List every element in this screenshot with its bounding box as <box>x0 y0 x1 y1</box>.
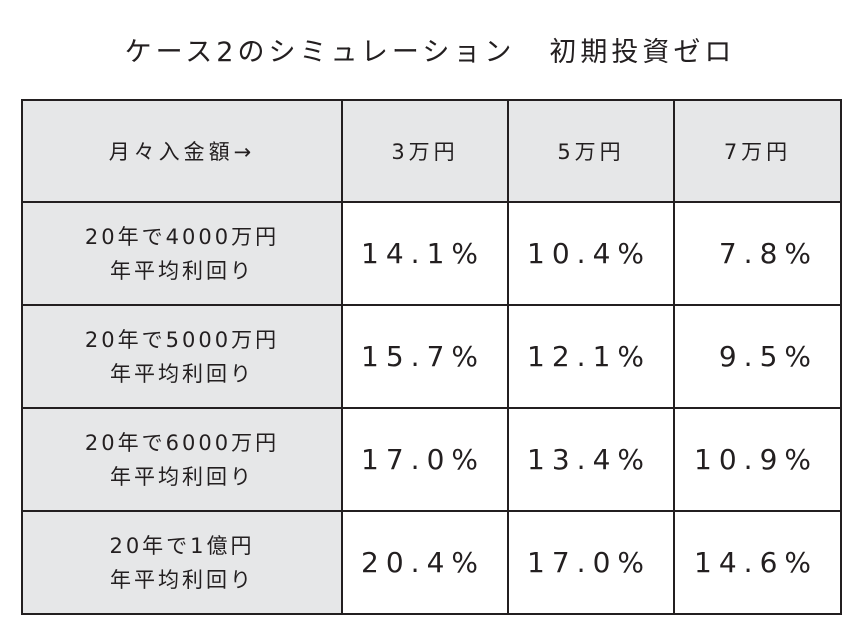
row-label: 20年で5000万円 年平均利回り <box>21 304 343 409</box>
value-cell: 10.9% <box>673 407 842 512</box>
value-cell: 10.4% <box>507 201 675 306</box>
simulation-table: 月々入金額→ 3万円 5万円 7万円 20年で4000万円 年平均利回り 14.… <box>21 99 842 615</box>
column-header-7man: 7万円 <box>673 99 842 203</box>
row-label-metric: 年平均利回り <box>110 361 254 386</box>
value-cell: 15.7% <box>341 304 509 409</box>
row-label-target: 20年で6000万円 <box>84 430 280 455</box>
row-label-metric: 年平均利回り <box>110 258 254 283</box>
row-label-target: 20年で1億円 <box>109 533 255 558</box>
value-cell: 13.4% <box>507 407 675 512</box>
header-label-cell: 月々入金額→ <box>21 99 343 203</box>
value-cell: 7.8% <box>673 201 842 306</box>
title-sub: 初期投資ゼロ <box>549 37 736 68</box>
row-label-target: 20年で5000万円 <box>84 327 280 352</box>
title-main: ケース2のシミュレーション <box>124 37 516 68</box>
header-row: 月々入金額→ 3万円 5万円 7万円 <box>21 99 842 203</box>
row-label: 20年で4000万円 年平均利回り <box>21 201 343 306</box>
table-row: 20年で1億円 年平均利回り 20.4% 17.0% 14.6% <box>21 510 842 615</box>
page-title: ケース2のシミュレーション 初期投資ゼロ <box>0 30 860 69</box>
table-row: 20年で4000万円 年平均利回り 14.1% 10.4% 7.8% <box>21 201 842 306</box>
column-header-3man: 3万円 <box>341 99 509 203</box>
value-cell: 14.6% <box>673 510 842 615</box>
value-cell: 14.1% <box>341 201 509 306</box>
value-cell: 9.5% <box>673 304 842 409</box>
row-label: 20年で6000万円 年平均利回り <box>21 407 343 512</box>
row-label-metric: 年平均利回り <box>110 464 254 489</box>
table-row: 20年で6000万円 年平均利回り 17.0% 13.4% 10.9% <box>21 407 842 512</box>
value-cell: 20.4% <box>341 510 509 615</box>
row-label: 20年で1億円 年平均利回り <box>21 510 343 615</box>
value-cell: 17.0% <box>341 407 509 512</box>
value-cell: 12.1% <box>507 304 675 409</box>
table-row: 20年で5000万円 年平均利回り 15.7% 12.1% 9.5% <box>21 304 842 409</box>
column-header-5man: 5万円 <box>507 99 675 203</box>
value-cell: 17.0% <box>507 510 675 615</box>
row-label-target: 20年で4000万円 <box>84 224 280 249</box>
row-label-metric: 年平均利回り <box>110 567 254 592</box>
